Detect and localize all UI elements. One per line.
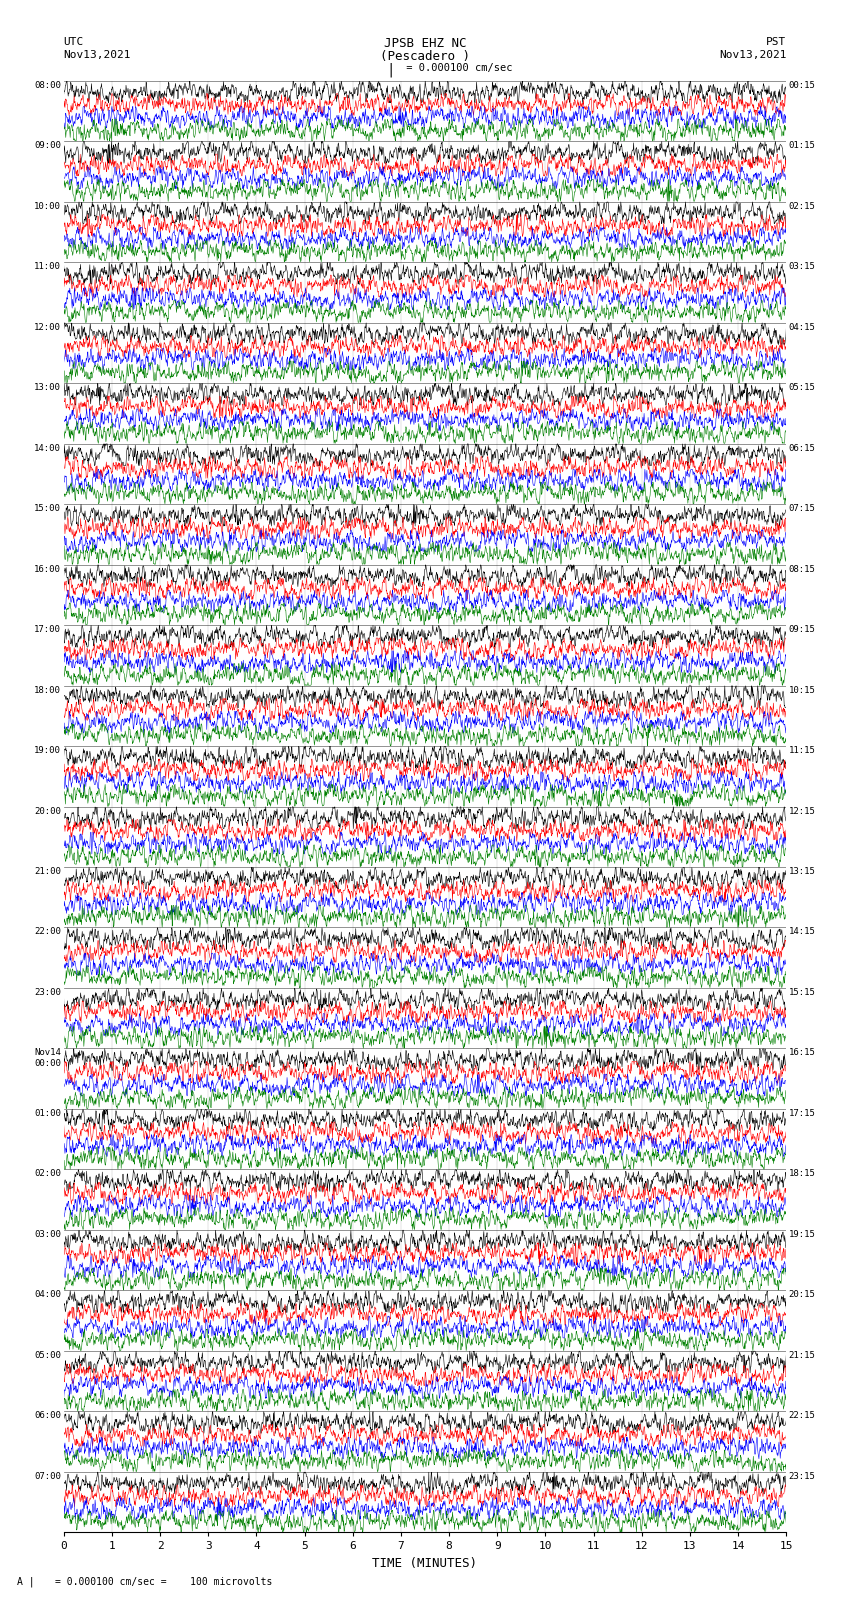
Text: 21:00: 21:00 xyxy=(34,868,61,876)
Text: Nov13,2021: Nov13,2021 xyxy=(719,50,786,60)
Text: = 0.000100 cm/sec =    100 microvolts: = 0.000100 cm/sec = 100 microvolts xyxy=(55,1578,273,1587)
Text: (Pescadero ): (Pescadero ) xyxy=(380,50,470,63)
Text: 03:00: 03:00 xyxy=(34,1231,61,1239)
Text: 11:15: 11:15 xyxy=(789,745,816,755)
Text: 18:15: 18:15 xyxy=(789,1169,816,1179)
Text: 23:00: 23:00 xyxy=(34,987,61,997)
Text: 15:00: 15:00 xyxy=(34,503,61,513)
Text: 17:00: 17:00 xyxy=(34,626,61,634)
Text: 19:00: 19:00 xyxy=(34,745,61,755)
Text: 19:15: 19:15 xyxy=(789,1231,816,1239)
Text: 16:00: 16:00 xyxy=(34,565,61,574)
Text: Nov14
00:00: Nov14 00:00 xyxy=(34,1048,61,1068)
Text: 10:00: 10:00 xyxy=(34,202,61,211)
Text: 12:15: 12:15 xyxy=(789,806,816,816)
Text: 12:00: 12:00 xyxy=(34,323,61,332)
Text: 08:15: 08:15 xyxy=(789,565,816,574)
Text: Nov13,2021: Nov13,2021 xyxy=(64,50,131,60)
Text: PST: PST xyxy=(766,37,786,47)
Text: 21:15: 21:15 xyxy=(789,1352,816,1360)
Text: 04:00: 04:00 xyxy=(34,1290,61,1300)
Text: UTC: UTC xyxy=(64,37,84,47)
Text: JPSB EHZ NC: JPSB EHZ NC xyxy=(383,37,467,50)
Text: 18:00: 18:00 xyxy=(34,686,61,695)
Text: 07:00: 07:00 xyxy=(34,1471,61,1481)
Text: 03:15: 03:15 xyxy=(789,261,816,271)
Text: 13:15: 13:15 xyxy=(789,868,816,876)
Text: 09:15: 09:15 xyxy=(789,626,816,634)
Text: 22:15: 22:15 xyxy=(789,1411,816,1421)
Text: 22:00: 22:00 xyxy=(34,927,61,937)
Text: 04:15: 04:15 xyxy=(789,323,816,332)
Text: 14:15: 14:15 xyxy=(789,927,816,937)
Text: 01:00: 01:00 xyxy=(34,1110,61,1118)
Text: 06:15: 06:15 xyxy=(789,444,816,453)
Text: = 0.000100 cm/sec: = 0.000100 cm/sec xyxy=(400,63,512,73)
Text: 16:15: 16:15 xyxy=(789,1048,816,1058)
Text: 13:00: 13:00 xyxy=(34,384,61,392)
Text: 11:00: 11:00 xyxy=(34,261,61,271)
X-axis label: TIME (MINUTES): TIME (MINUTES) xyxy=(372,1557,478,1569)
Text: 10:15: 10:15 xyxy=(789,686,816,695)
Text: 05:00: 05:00 xyxy=(34,1352,61,1360)
Text: 20:00: 20:00 xyxy=(34,806,61,816)
Text: 00:15: 00:15 xyxy=(789,81,816,90)
Text: 17:15: 17:15 xyxy=(789,1110,816,1118)
Text: 02:15: 02:15 xyxy=(789,202,816,211)
Text: 06:00: 06:00 xyxy=(34,1411,61,1421)
Text: 15:15: 15:15 xyxy=(789,987,816,997)
Text: |: | xyxy=(387,63,395,77)
Text: 01:15: 01:15 xyxy=(789,142,816,150)
Text: 09:00: 09:00 xyxy=(34,142,61,150)
Text: 02:00: 02:00 xyxy=(34,1169,61,1179)
Text: 23:15: 23:15 xyxy=(789,1471,816,1481)
Text: 08:00: 08:00 xyxy=(34,81,61,90)
Text: 14:00: 14:00 xyxy=(34,444,61,453)
Text: 20:15: 20:15 xyxy=(789,1290,816,1300)
Text: A |: A | xyxy=(17,1576,35,1587)
Text: 07:15: 07:15 xyxy=(789,503,816,513)
Text: 05:15: 05:15 xyxy=(789,384,816,392)
